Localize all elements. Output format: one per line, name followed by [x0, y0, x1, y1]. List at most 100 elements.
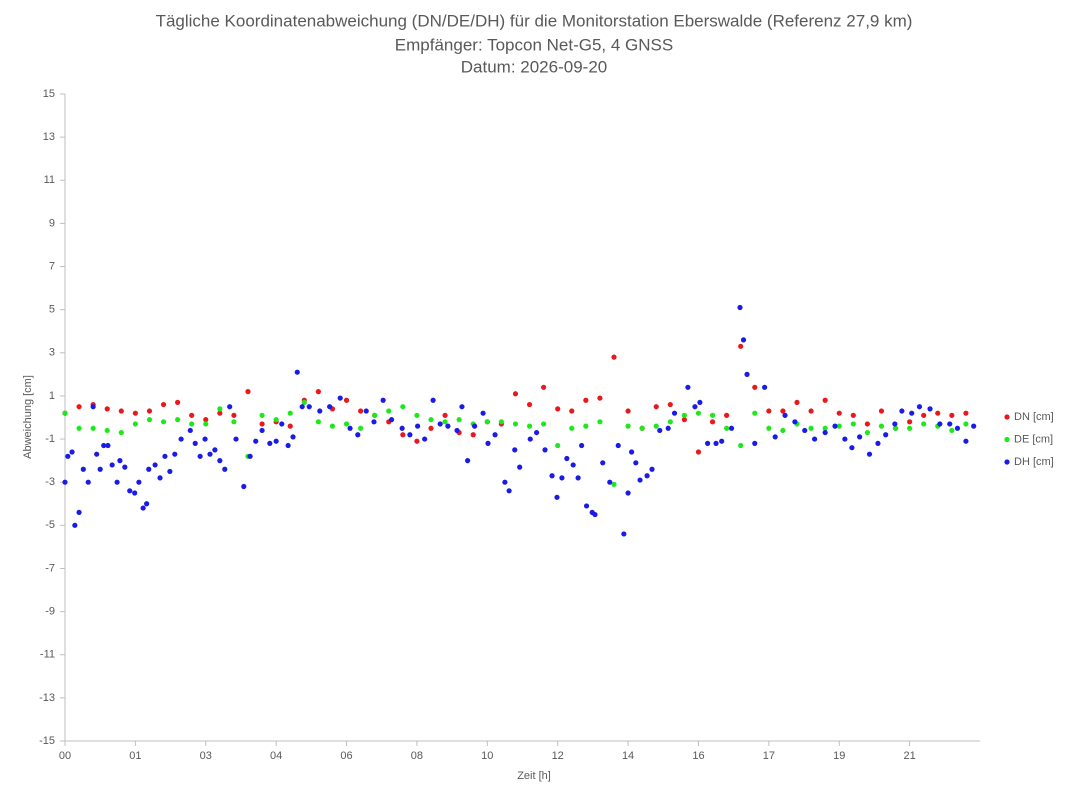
point: [744, 371, 750, 377]
y-tick-label: 5: [49, 304, 55, 316]
point: [724, 412, 730, 418]
point: [752, 384, 758, 390]
point: [146, 466, 152, 472]
point: [681, 417, 687, 423]
x-tick-label: 04: [270, 750, 282, 762]
y-tick-label: 9: [49, 217, 55, 229]
point: [506, 488, 512, 494]
point: [607, 479, 613, 485]
point: [132, 410, 138, 416]
point: [857, 434, 863, 440]
point: [583, 503, 590, 509]
point: [247, 453, 253, 459]
y-axis-label: Abweichung [cm]: [22, 375, 34, 459]
point: [569, 425, 575, 431]
point: [386, 408, 392, 414]
point: [187, 427, 193, 434]
point: [231, 412, 237, 418]
point: [306, 404, 312, 410]
point: [104, 427, 110, 434]
point: [399, 425, 405, 431]
point: [76, 509, 82, 515]
point: [233, 436, 239, 442]
point: [564, 455, 570, 462]
point: [864, 429, 870, 436]
y-tick-label: -7: [45, 562, 55, 574]
point: [80, 466, 86, 472]
point: [927, 406, 933, 412]
point: [541, 384, 547, 390]
y-tick-label: -5: [45, 519, 55, 531]
point: [109, 462, 115, 468]
point: [794, 399, 800, 406]
legend-label: DE [cm]: [1014, 433, 1053, 445]
point: [415, 423, 421, 429]
point: [492, 432, 498, 438]
point: [695, 449, 702, 455]
point: [152, 462, 158, 468]
point: [709, 412, 716, 418]
point: [907, 425, 913, 431]
y-tick-label: -9: [45, 606, 55, 618]
point: [875, 440, 881, 446]
point: [227, 404, 233, 410]
point: [667, 419, 673, 425]
point: [657, 427, 663, 434]
point: [842, 436, 848, 442]
chart-date: Datum: 2026-09-20: [461, 57, 607, 76]
point: [947, 421, 953, 427]
point: [512, 447, 518, 453]
point: [502, 479, 508, 485]
point: [192, 440, 198, 446]
point: [971, 423, 977, 429]
point: [935, 410, 941, 416]
point: [649, 466, 655, 472]
point: [665, 425, 671, 431]
point: [231, 419, 237, 425]
point: [146, 417, 153, 423]
point: [241, 483, 247, 490]
point: [921, 421, 927, 427]
y-tick-label: -15: [39, 735, 55, 747]
point: [315, 419, 321, 425]
legend-marker: [1004, 459, 1010, 465]
point: [575, 475, 581, 481]
point: [909, 410, 915, 416]
point: [442, 419, 448, 425]
point: [681, 412, 687, 418]
x-tick-label: 06: [340, 750, 352, 762]
point: [949, 427, 955, 434]
point: [175, 399, 181, 406]
point: [864, 421, 870, 427]
x-tick-label: 00: [59, 750, 71, 762]
point: [625, 490, 631, 496]
legend-marker: [1004, 436, 1010, 443]
point: [372, 412, 378, 418]
point: [639, 425, 645, 431]
point: [866, 451, 873, 457]
point: [517, 464, 523, 470]
point: [569, 408, 575, 414]
point: [329, 423, 336, 429]
point: [549, 473, 555, 479]
point: [414, 438, 420, 444]
point: [414, 412, 420, 418]
point: [615, 442, 621, 449]
x-tick-label: 17: [763, 750, 775, 762]
point: [62, 410, 68, 416]
point: [480, 410, 486, 416]
point: [849, 445, 855, 451]
point: [259, 421, 265, 427]
y-tick-label: 3: [49, 347, 55, 359]
point: [122, 464, 128, 470]
point: [850, 412, 856, 418]
point: [937, 421, 943, 427]
x-tick-label: 21: [903, 750, 915, 762]
point: [104, 406, 110, 412]
point: [118, 408, 124, 414]
point: [465, 458, 471, 464]
point: [65, 453, 71, 459]
point: [916, 404, 923, 410]
point: [105, 442, 111, 449]
